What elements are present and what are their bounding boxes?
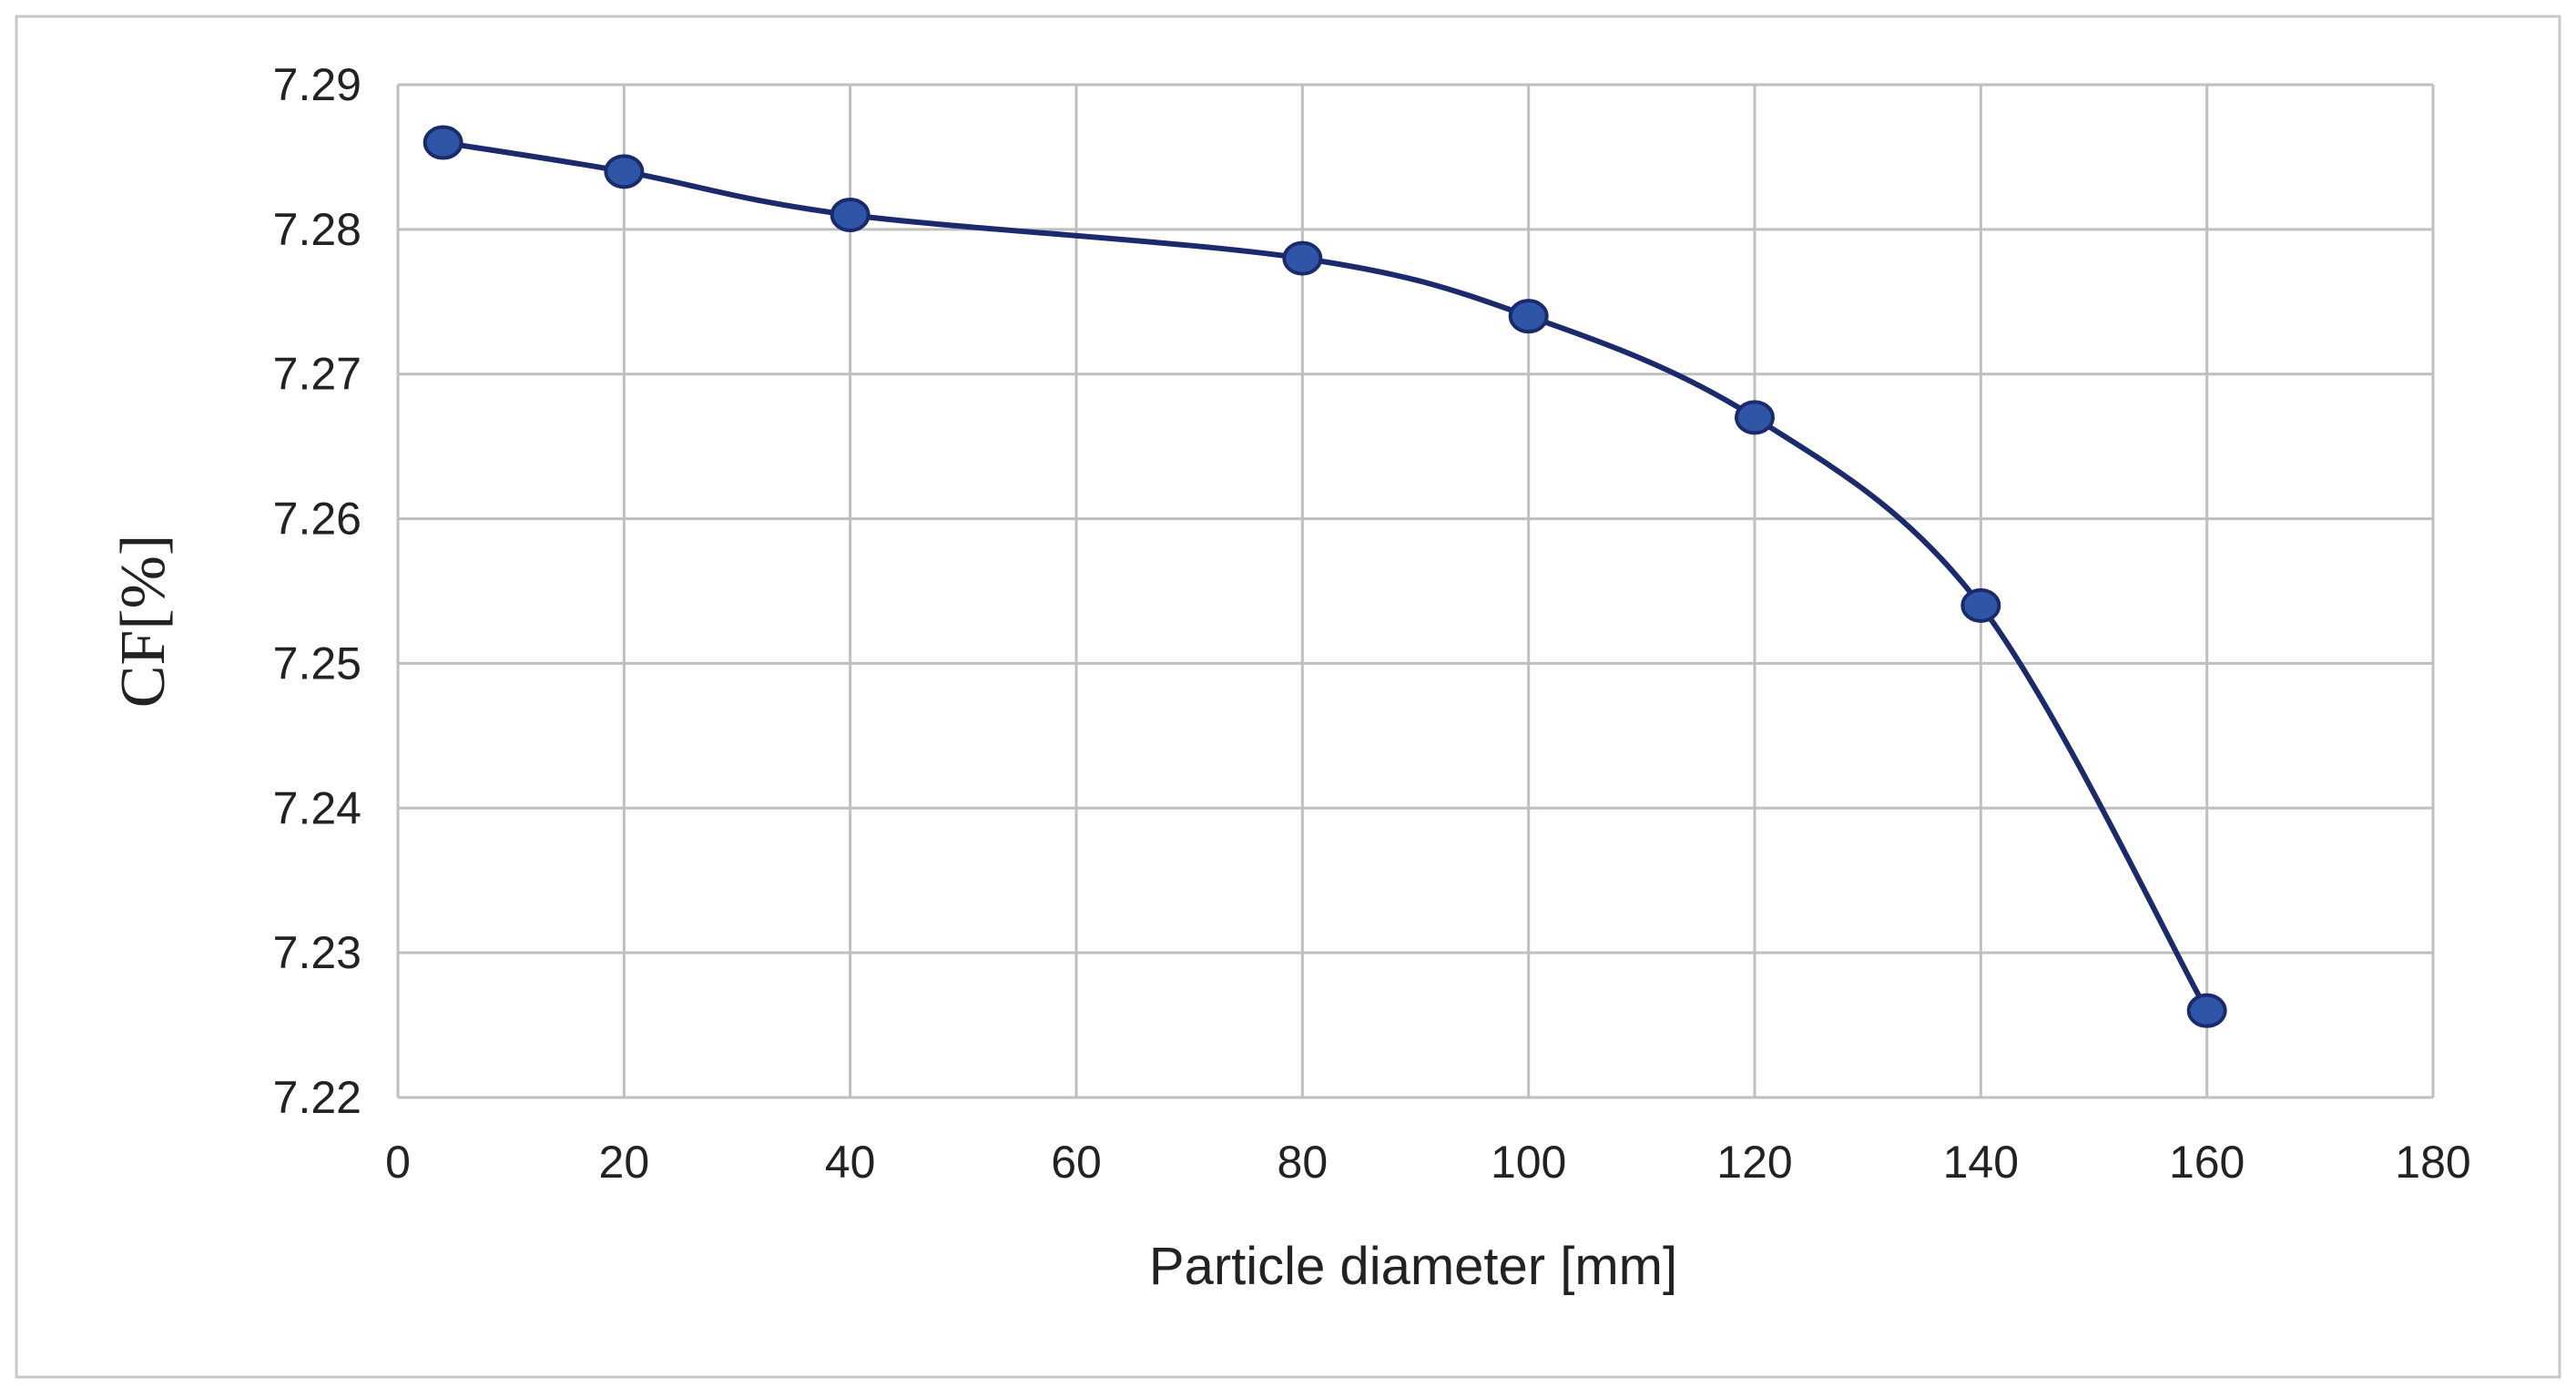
x-axis-title: Particle diameter [mm]: [1149, 1237, 1677, 1296]
x-tick-label: 60: [1051, 1137, 1102, 1188]
x-tick-label: 0: [385, 1137, 411, 1188]
grid-lines: [396, 83, 2435, 1099]
series-layer: [423, 125, 2227, 1028]
x-tick-label: 120: [1716, 1137, 1792, 1188]
y-axis-title: CF[%]: [108, 535, 178, 709]
x-tick-label: 20: [599, 1137, 650, 1188]
x-tick-label: 160: [2169, 1137, 2245, 1188]
x-tick-label: 40: [825, 1137, 876, 1188]
data-point: [1508, 299, 1549, 334]
data-point: [2186, 993, 2227, 1028]
x-tick-label: 140: [1943, 1137, 2019, 1188]
y-tick-label: 7.24: [273, 782, 361, 833]
x-tick-label: 80: [1278, 1137, 1329, 1188]
x-tick-label: 180: [2395, 1137, 2470, 1188]
y-tick-label: 7.22: [273, 1072, 361, 1123]
y-tick-label: 7.26: [273, 494, 361, 545]
data-point: [1960, 587, 2001, 623]
data-point: [423, 125, 463, 160]
data-point: [1735, 400, 1775, 435]
tick-labels: 0 20 40 60 80 100 120 140 160 180 7.22 7.23 7.24 7.25…: [273, 59, 2471, 1188]
x-tick-label: 100: [1491, 1137, 1566, 1188]
y-tick-label: 7.23: [273, 927, 361, 978]
data-point: [604, 154, 645, 189]
y-tick-label: 7.29: [273, 59, 361, 110]
data-point: [830, 197, 871, 232]
y-tick-label: 7.25: [273, 638, 361, 689]
y-tick-label: 7.28: [273, 204, 361, 255]
y-tick-label: 7.27: [273, 349, 361, 400]
data-point: [1282, 240, 1323, 276]
outer-border: [15, 15, 2561, 1379]
